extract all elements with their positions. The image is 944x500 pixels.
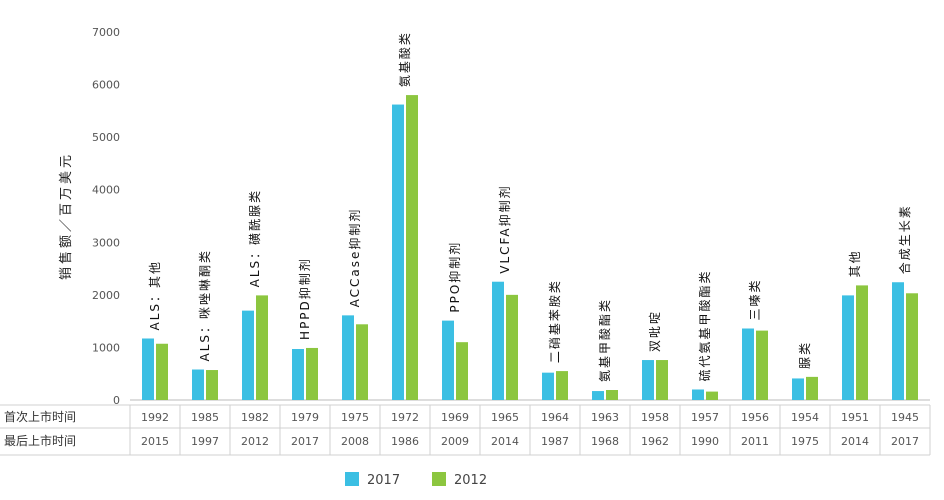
first-launch-year: 1969 [441,411,469,424]
y-tick-label: 4000 [92,184,120,197]
last-launch-row-label: 最后上市时间 [4,433,76,448]
y-tick-label: 2000 [92,289,120,302]
category-label: ALS：磺酰脲类 [248,189,262,288]
first-launch-year: 1954 [791,411,819,424]
last-launch-year: 2017 [891,435,919,448]
bar-2017-4 [342,315,354,400]
category-label: ACCase抑制剂 [347,208,362,308]
legend-label-2012: 2012 [454,473,487,488]
bar-2017-9 [592,391,604,400]
y-axis-title: 销售额／百万美元 [58,152,74,280]
bar-2012-8 [556,371,568,400]
legend-swatch-2017 [345,472,359,486]
bar-2012-15 [906,293,918,400]
category-label: 氨基酸类 [397,31,412,87]
last-launch-year: 1975 [791,435,819,448]
legend-label-2017: 2017 [367,473,400,488]
first-launch-year: 1964 [541,411,569,424]
bar-2012-0 [156,343,168,400]
bar-2012-10 [656,360,668,400]
first-launch-year: 1975 [341,411,369,424]
bar-2017-11 [692,389,704,400]
last-launch-year: 2008 [341,435,369,448]
last-launch-year: 2014 [841,435,869,448]
bar-2017-3 [292,349,304,400]
bar-2017-15 [892,282,904,400]
first-launch-year: 1972 [391,411,419,424]
bar-2017-12 [742,328,754,400]
bar-2017-1 [192,369,204,400]
bar-2017-13 [792,378,804,400]
category-label: HPPD抑制剂 [297,257,312,340]
last-launch-year: 1987 [541,435,569,448]
category-label: ALS：其他 [148,260,162,331]
bar-2017-5 [392,104,404,400]
first-launch-year: 1963 [591,411,619,424]
first-launch-year: 1965 [491,411,519,424]
first-launch-year: 1992 [141,411,169,424]
bar-2012-7 [506,294,518,400]
first-launch-year: 1945 [891,411,919,424]
last-launch-year: 1986 [391,435,419,448]
last-launch-year: 2014 [491,435,519,448]
bar-2017-14 [842,295,854,400]
first-launch-year: 1979 [291,411,319,424]
category-label: 其他 [848,249,862,277]
bar-2017-6 [442,320,454,400]
category-label: 合成生长素 [897,204,912,274]
bar-2017-8 [542,372,554,400]
last-launch-year: 1997 [191,435,219,448]
last-launch-year: 2015 [141,435,169,448]
first-launch-year: 1957 [691,411,719,424]
last-launch-year: 2012 [241,435,269,448]
last-launch-year: 2011 [741,435,769,448]
first-launch-year: 1956 [741,411,769,424]
bar-2017-0 [142,338,154,400]
bar-2012-2 [256,295,268,400]
bar-2012-14 [856,285,868,400]
last-launch-year: 1990 [691,435,719,448]
bar-2012-6 [456,342,468,400]
bar-2012-1 [206,370,218,400]
bar-2012-11 [706,391,718,400]
legend-swatch-2012 [432,472,446,486]
first-launch-year: 1982 [241,411,269,424]
category-label: PPO抑制剂 [447,241,462,313]
category-label: VLCFA抑制剂 [497,184,512,273]
bar-2012-5 [406,95,418,400]
bar-2017-10 [642,360,654,400]
category-label: 双吡啶 [648,310,662,352]
y-tick-label: 1000 [92,341,120,354]
bar-2012-3 [306,347,318,400]
first-launch-year: 1985 [191,411,219,424]
bar-2017-2 [242,310,254,400]
y-tick-label: 0 [113,394,120,407]
y-tick-label: 3000 [92,236,120,249]
category-label: 硫代氨基甲酸酯类 [697,269,712,381]
first-launch-year: 1951 [841,411,869,424]
category-label: 二硝基苯胺类 [548,279,562,363]
bar-2012-12 [756,330,768,400]
bar-2012-4 [356,324,368,400]
first-launch-year: 1958 [641,411,669,424]
category-label: 脲类 [798,341,812,369]
category-label: 氨基甲酸酯类 [597,298,612,382]
y-tick-label: 5000 [92,131,120,144]
last-launch-year: 1968 [591,435,619,448]
last-launch-year: 1962 [641,435,669,448]
y-tick-label: 7000 [92,26,120,39]
first-launch-row-label: 首次上市时间 [4,409,76,424]
last-launch-year: 2009 [441,435,469,448]
bar-2012-9 [606,390,618,400]
last-launch-year: 2017 [291,435,319,448]
bar-2012-13 [806,376,818,400]
category-label: ALS：咪唑啉酮类 [198,249,212,362]
y-tick-label: 6000 [92,79,120,92]
category-label: 三嗪类 [748,278,762,320]
bar-2017-7 [492,281,504,400]
